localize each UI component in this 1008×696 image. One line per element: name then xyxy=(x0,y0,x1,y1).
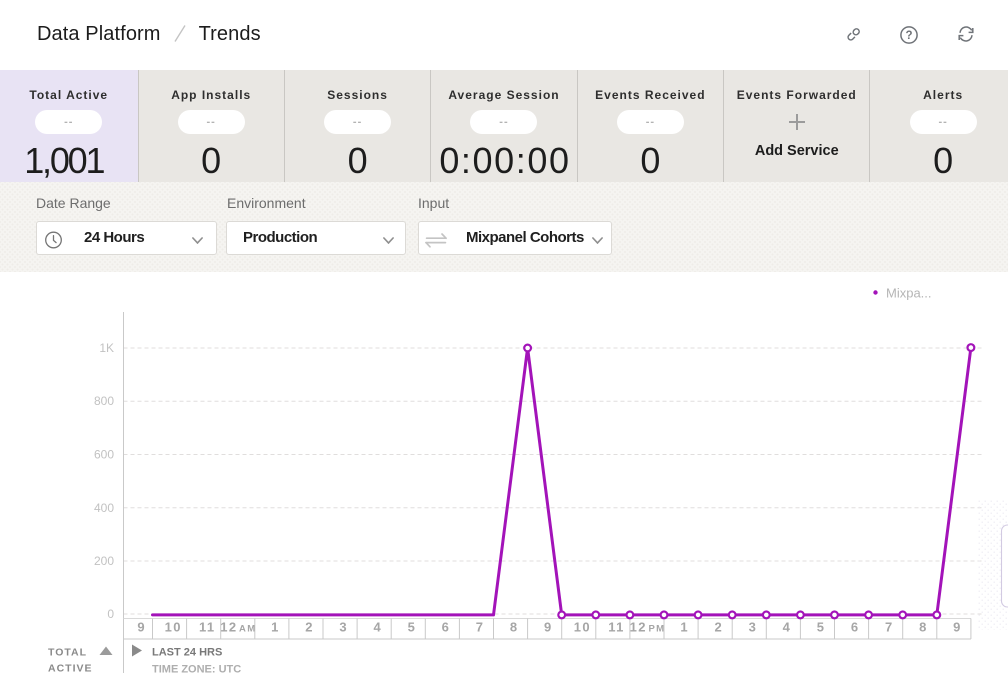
svg-text:0: 0 xyxy=(107,607,114,621)
svg-text:LAST 24 HRS: LAST 24 HRS xyxy=(152,647,222,659)
svg-text:9: 9 xyxy=(953,620,962,635)
svg-text:4: 4 xyxy=(373,620,382,635)
svg-text:2: 2 xyxy=(305,620,314,635)
svg-text:200: 200 xyxy=(94,554,114,568)
svg-text:Mixpa...: Mixpa... xyxy=(886,286,932,301)
svg-text:6: 6 xyxy=(442,620,451,635)
svg-text:8: 8 xyxy=(919,620,928,635)
svg-text:6: 6 xyxy=(851,620,860,635)
svg-text:ACTIVE: ACTIVE xyxy=(48,663,93,675)
svg-text:3: 3 xyxy=(749,620,758,635)
svg-text:1: 1 xyxy=(271,620,280,635)
svg-text:400: 400 xyxy=(94,501,114,515)
svg-text:TIME ZONE: UTC: TIME ZONE: UTC xyxy=(152,664,241,676)
svg-text:10: 10 xyxy=(574,620,591,635)
svg-text:5: 5 xyxy=(408,620,417,635)
svg-text:2: 2 xyxy=(714,620,723,635)
svg-text:5: 5 xyxy=(817,620,826,635)
svg-text:7: 7 xyxy=(476,620,485,635)
svg-text:10: 10 xyxy=(165,620,182,635)
svg-text:11: 11 xyxy=(608,620,625,635)
svg-text:4: 4 xyxy=(783,620,792,635)
svg-text:11: 11 xyxy=(199,620,216,635)
svg-text:600: 600 xyxy=(94,448,114,462)
svg-text:800: 800 xyxy=(94,394,114,408)
svg-text:3: 3 xyxy=(339,620,348,635)
svg-text:9: 9 xyxy=(544,620,553,635)
svg-text:7: 7 xyxy=(885,620,894,635)
svg-text:?: ? xyxy=(905,30,912,42)
svg-text:TOTAL: TOTAL xyxy=(48,647,87,659)
svg-text:9: 9 xyxy=(137,620,146,635)
svg-text:1: 1 xyxy=(680,620,689,635)
svg-text:1K: 1K xyxy=(99,341,114,355)
svg-text:8: 8 xyxy=(510,620,519,635)
